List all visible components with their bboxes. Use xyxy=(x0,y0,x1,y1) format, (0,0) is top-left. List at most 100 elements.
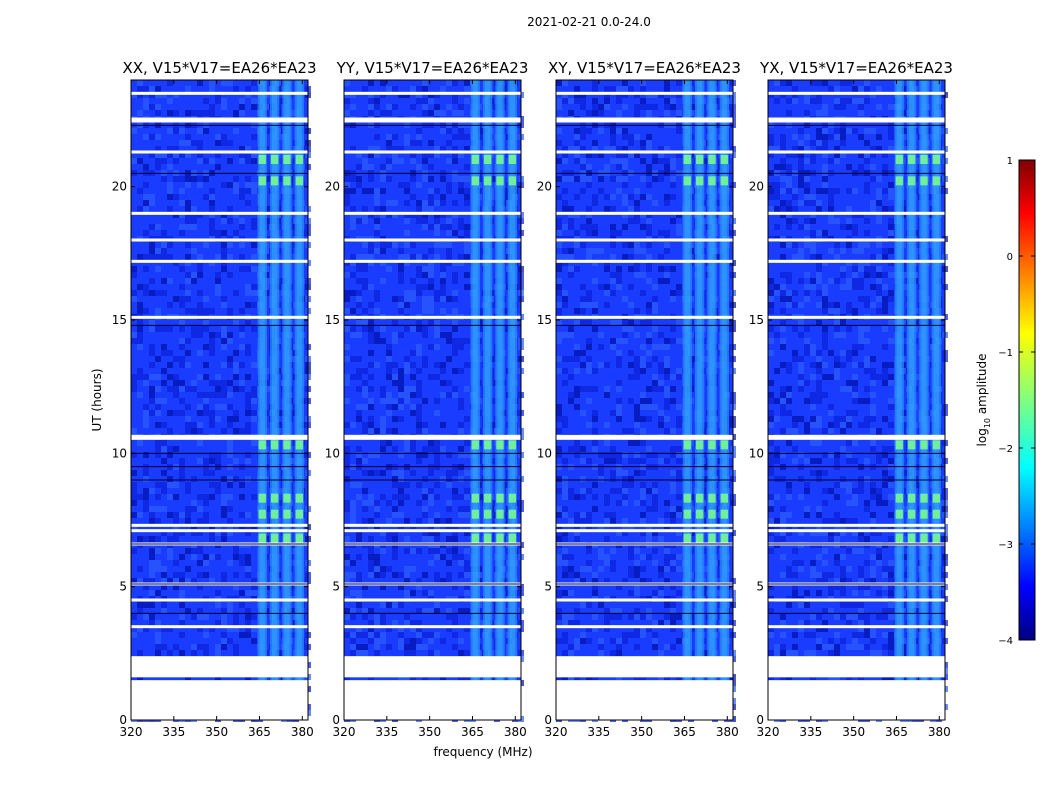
heatmap-cell xyxy=(197,260,203,266)
heatmap-cell xyxy=(798,182,804,188)
heatmap-cell xyxy=(215,650,221,656)
heatmap-cell xyxy=(852,188,858,194)
heatmap-cell xyxy=(676,152,682,158)
heatmap-cell xyxy=(149,536,155,542)
rfi-burst xyxy=(283,440,291,450)
heatmap-cell xyxy=(768,392,774,398)
heatmap-cell xyxy=(652,152,658,158)
flagged-row xyxy=(556,625,733,629)
heatmap-cell xyxy=(179,344,185,350)
rfi-burst xyxy=(483,533,492,543)
heatmap-cell xyxy=(410,392,416,398)
heatmap-cell xyxy=(622,326,628,332)
heatmap-cell xyxy=(386,104,392,110)
heatmap-cell xyxy=(416,128,422,134)
heatmap-cell xyxy=(233,350,239,356)
heatmap-cell xyxy=(446,572,452,578)
heatmap-cell xyxy=(215,284,221,290)
rfi-channel-core xyxy=(709,80,715,720)
heatmap-cell xyxy=(344,572,350,578)
heatmap-cell xyxy=(368,92,374,98)
heatmap-cell xyxy=(828,302,834,308)
heatmap-cell xyxy=(628,482,634,488)
heatmap-cell xyxy=(173,578,179,584)
heatmap-cell xyxy=(846,458,852,464)
heatmap-cell xyxy=(344,554,350,560)
heatmap-cell xyxy=(556,224,562,230)
heatmap-cell xyxy=(137,566,143,572)
heatmap-cell xyxy=(840,266,846,272)
heatmap-cell xyxy=(239,512,245,518)
heatmap-cell xyxy=(464,386,470,392)
flagged-row xyxy=(344,238,521,242)
heatmap-cell xyxy=(215,386,221,392)
heatmap-cell xyxy=(562,92,568,98)
heatmap-cell xyxy=(616,92,622,98)
heatmap-cell xyxy=(574,494,580,500)
heatmap-cell xyxy=(568,146,574,152)
heatmap-cell xyxy=(858,332,864,338)
heatmap-cell xyxy=(368,284,374,290)
heatmap-cell xyxy=(446,140,452,146)
heatmap-cell xyxy=(810,458,816,464)
heatmap-cell xyxy=(562,422,568,428)
heatmap-cell xyxy=(227,452,233,458)
heatmap-cell xyxy=(822,110,828,116)
heatmap-cell xyxy=(215,332,221,338)
heatmap-cell xyxy=(131,386,137,392)
heatmap-cell xyxy=(658,422,664,428)
heatmap-cell xyxy=(380,386,386,392)
heatmap-cell xyxy=(634,374,640,380)
heatmap-cell xyxy=(161,176,167,182)
heatmap-cell xyxy=(592,386,598,392)
heatmap-cell xyxy=(592,368,598,374)
heatmap-cell xyxy=(155,644,161,650)
heatmap-cell xyxy=(344,272,350,278)
heatmap-cell xyxy=(440,476,446,482)
heatmap-cell xyxy=(786,200,792,206)
heatmap-cell xyxy=(834,128,840,134)
heatmap-cell xyxy=(452,308,458,314)
heatmap-cell xyxy=(658,458,664,464)
heatmap-cell xyxy=(362,386,368,392)
heatmap-cell xyxy=(209,482,215,488)
heatmap-cell xyxy=(458,218,464,224)
heatmap-cell xyxy=(227,254,233,260)
heatmap-cell xyxy=(804,428,810,434)
heatmap-cell xyxy=(640,98,646,104)
heatmap-cell xyxy=(598,452,604,458)
rfi-burst xyxy=(720,493,728,503)
heatmap-cell xyxy=(161,158,167,164)
heatmap-cell xyxy=(209,410,215,416)
heatmap-cell xyxy=(197,458,203,464)
heatmap-cell xyxy=(197,110,203,116)
heatmap-cell xyxy=(143,206,149,212)
heatmap-cell xyxy=(173,644,179,650)
heatmap-cell xyxy=(452,554,458,560)
heatmap-cell xyxy=(592,446,598,452)
heatmap-cell xyxy=(368,146,374,152)
heatmap-cell xyxy=(203,518,209,524)
heatmap-cell xyxy=(440,200,446,206)
heatmap-cell xyxy=(670,296,676,302)
heatmap-cell xyxy=(452,488,458,494)
heatmap-cell xyxy=(786,176,792,182)
heatmap-cell xyxy=(398,266,404,272)
heatmap-cell xyxy=(810,404,816,410)
heatmap-cell xyxy=(786,386,792,392)
heatmap-cell xyxy=(143,266,149,272)
heatmap-cell xyxy=(398,416,404,422)
heatmap-cell xyxy=(143,500,149,506)
heatmap-cell xyxy=(380,92,386,98)
heatmap-cell xyxy=(616,176,622,182)
heatmap-cell xyxy=(664,500,670,506)
heatmap-cell xyxy=(646,506,652,512)
rfi-channel-core xyxy=(497,80,503,720)
heatmap-cell xyxy=(562,488,568,494)
heatmap-cell xyxy=(616,230,622,236)
heatmap-cell xyxy=(846,128,852,134)
heatmap-cell xyxy=(846,410,852,416)
heatmap-cell xyxy=(846,350,852,356)
heatmap-cell xyxy=(221,140,227,146)
heatmap-cell xyxy=(392,512,398,518)
